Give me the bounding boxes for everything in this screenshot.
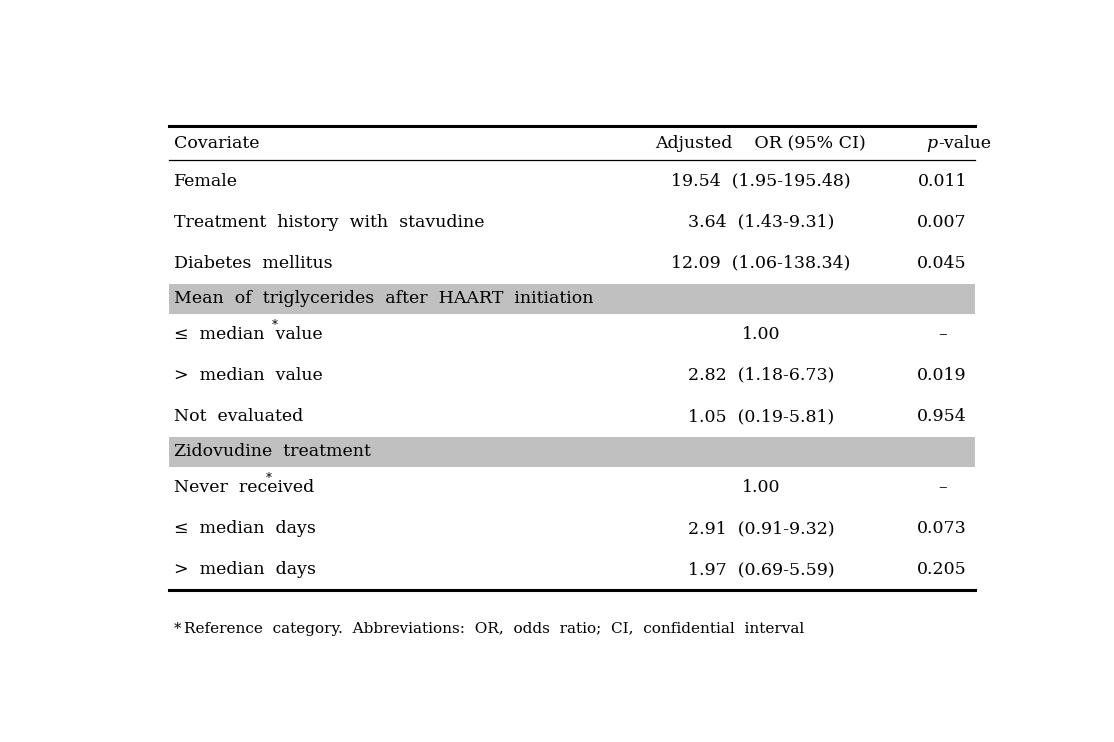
Text: Female: Female [174, 173, 237, 189]
Text: 1.00: 1.00 [742, 479, 780, 496]
Text: ≤  median  value: ≤ median value [174, 326, 322, 343]
Text: Treatment  history  with  stavudine: Treatment history with stavudine [174, 214, 485, 231]
Text: Mean  of  triglycerides  after  HAART  initiation: Mean of triglycerides after HAART initia… [174, 290, 594, 307]
Text: p: p [927, 135, 938, 152]
Text: 2.82  (1.18-6.73): 2.82 (1.18-6.73) [687, 367, 834, 384]
Bar [169, 437, 975, 467]
Text: Not  evaluated: Not evaluated [174, 408, 303, 425]
Text: ≤  median  days: ≤ median days [174, 520, 315, 537]
Text: 0.045: 0.045 [917, 255, 967, 272]
Text: 0.011: 0.011 [918, 173, 967, 189]
Text: 0.019: 0.019 [917, 367, 967, 384]
Text: *: * [265, 472, 272, 485]
Text: 0.954: 0.954 [917, 408, 967, 425]
Text: >  median  value: > median value [174, 367, 323, 384]
Text: 12.09  (1.06-138.34): 12.09 (1.06-138.34) [671, 255, 851, 272]
Text: 1.97  (0.69-5.59): 1.97 (0.69-5.59) [687, 561, 834, 578]
Text: Reference  category.  Abbreviations:  OR,  odds  ratio;  CI,  confidential  inte: Reference category. Abbreviations: OR, o… [184, 622, 804, 636]
Text: 19.54  (1.95-195.48): 19.54 (1.95-195.48) [671, 173, 851, 189]
Text: >  median  days: > median days [174, 561, 315, 578]
Text: 0.205: 0.205 [917, 561, 967, 578]
Text: Diabetes  mellitus: Diabetes mellitus [174, 255, 332, 272]
Text: -value: -value [939, 135, 991, 152]
Bar [169, 284, 975, 314]
Text: *: * [272, 319, 277, 332]
Text: 1.00: 1.00 [742, 326, 780, 343]
Text: Covariate: Covariate [174, 135, 260, 152]
Text: 0.007: 0.007 [917, 214, 967, 231]
Text: –: – [938, 479, 947, 496]
Text: Zidovudine  treatment: Zidovudine treatment [174, 443, 371, 460]
Text: 1.05  (0.19-5.81): 1.05 (0.19-5.81) [687, 408, 834, 425]
Text: 0.073: 0.073 [917, 520, 967, 537]
Text: –: – [938, 326, 947, 343]
Text: 3.64  (1.43-9.31): 3.64 (1.43-9.31) [687, 214, 834, 231]
Text: *: * [174, 622, 182, 636]
Text: Adjusted    OR (95% CI): Adjusted OR (95% CI) [655, 135, 867, 152]
Text: 2.91  (0.91-9.32): 2.91 (0.91-9.32) [687, 520, 834, 537]
Text: Never  received: Never received [174, 479, 314, 496]
